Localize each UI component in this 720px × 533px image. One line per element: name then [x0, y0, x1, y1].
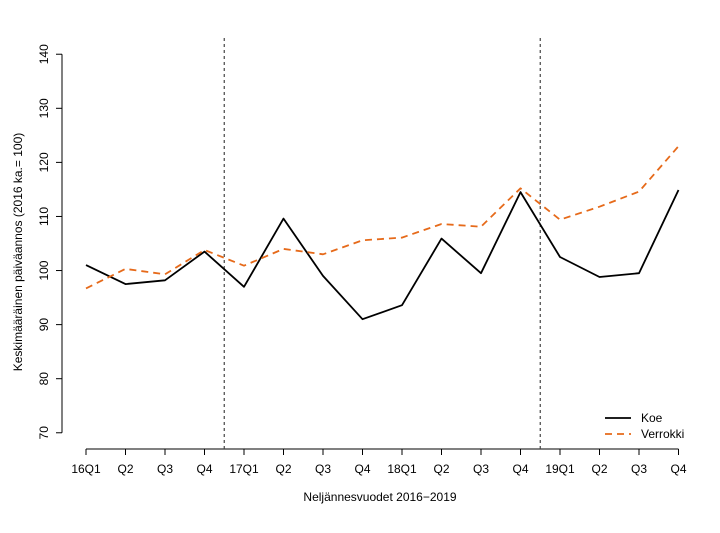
- x-tick-label: Q4: [670, 462, 686, 476]
- x-tick-label: 17Q1: [229, 462, 259, 476]
- x-tick-label: Q3: [631, 462, 647, 476]
- x-tick-label: 19Q1: [545, 462, 575, 476]
- x-tick-label: Q2: [591, 462, 607, 476]
- x-tick-label: Q4: [354, 462, 370, 476]
- x-axis-title: Neljännesvuodet 2016−2019: [303, 490, 456, 504]
- y-tick-label: 90: [37, 318, 51, 332]
- series-line-koe: [85, 189, 680, 321]
- y-tick-label: 120: [37, 152, 51, 172]
- x-tick-label: Q3: [473, 462, 489, 476]
- legend: Koe Verrokki: [605, 411, 684, 441]
- legend-label: Koe: [641, 411, 663, 425]
- x-tick-label: Q2: [433, 462, 449, 476]
- series-line-verrokki: [85, 145, 680, 290]
- y-tick-label: 140: [37, 44, 51, 64]
- x-tick-label: Q2: [275, 462, 291, 476]
- y-tick-label: 130: [37, 98, 51, 118]
- y-tick-label: 80: [37, 372, 51, 386]
- y-axis: 70 80 90 100 110 120 130 140: [37, 44, 63, 440]
- y-tick-label: 110: [37, 207, 51, 226]
- series-lines: [85, 145, 680, 321]
- y-tick-label: 70: [37, 426, 51, 440]
- y-tick-label: 100: [37, 260, 51, 280]
- y-axis-title: Keskimääräinen päiväannos (2016 ka.= 100…: [11, 133, 25, 372]
- x-tick-label: Q3: [315, 462, 331, 476]
- x-tick-label: Q4: [196, 462, 212, 476]
- x-tick-label: Q4: [512, 462, 528, 476]
- x-tick-label: 18Q1: [387, 462, 417, 476]
- x-axis: 16Q1 Q2 Q3 Q4 17Q1 Q2 Q3 Q4 18Q1 Q2 Q3 Q4 19Q1 Q2 Q3 Q4: [71, 448, 687, 476]
- legend-label: Verrokki: [641, 427, 684, 441]
- x-tick-label: Q3: [157, 462, 173, 476]
- vertical-dividers: [223, 38, 541, 449]
- x-tick-label: Q2: [117, 462, 133, 476]
- x-tick-label: 16Q1: [71, 462, 101, 476]
